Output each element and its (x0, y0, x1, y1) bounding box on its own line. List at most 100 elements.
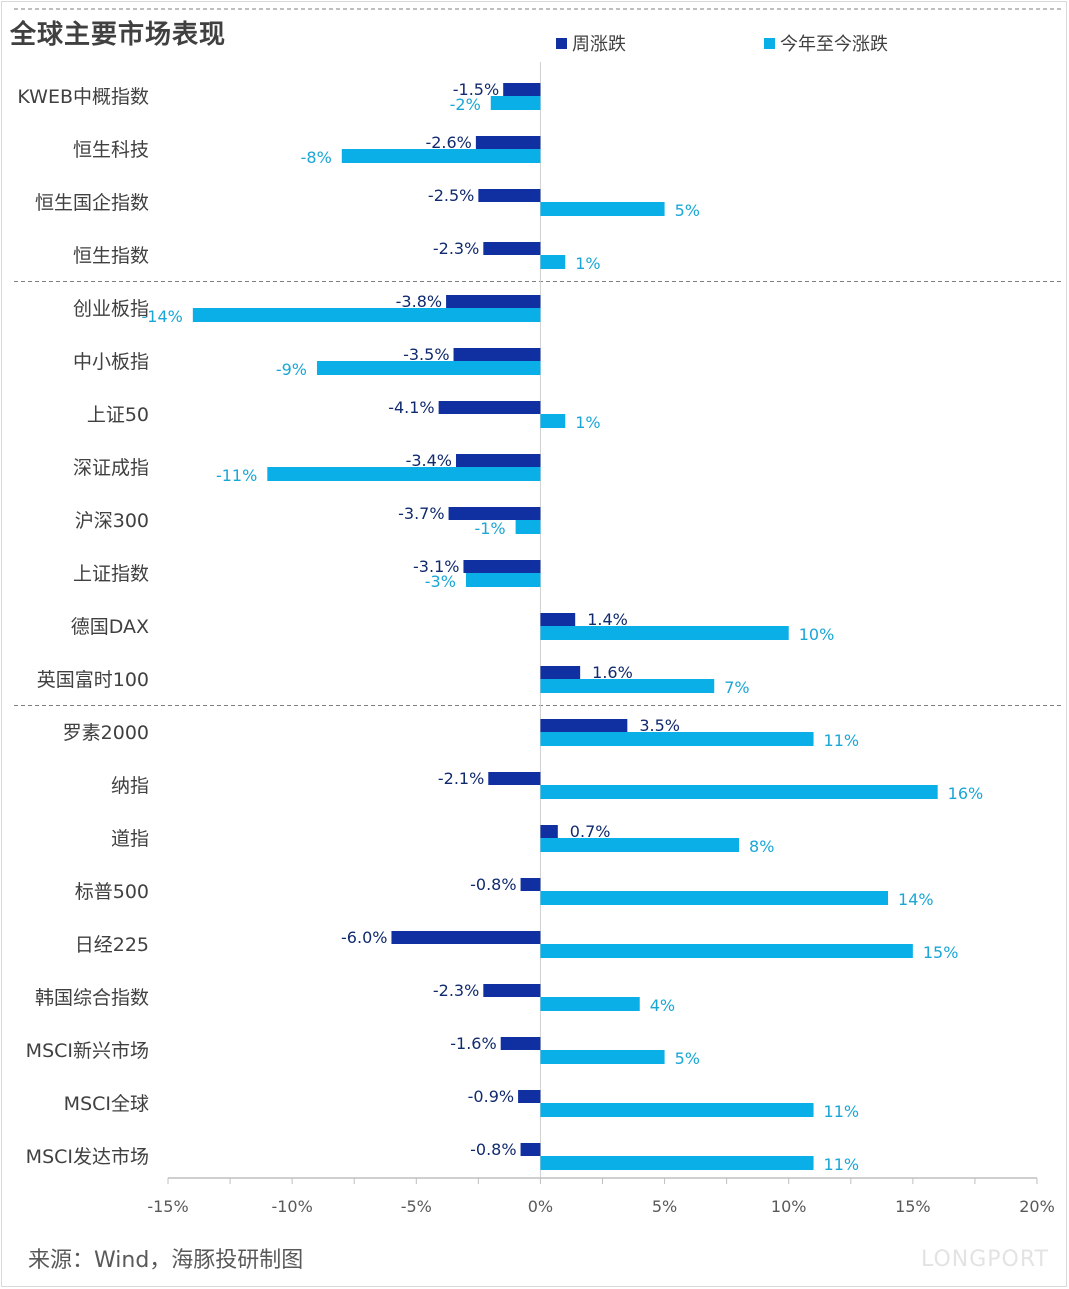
bar-ytd (540, 891, 889, 905)
bar-weekly (478, 189, 541, 202)
bar-ytd (540, 255, 566, 269)
bar-ytd (540, 838, 740, 852)
bar-weekly (453, 348, 541, 361)
legend-label-weekly: 周涨跌 (572, 34, 626, 55)
bar-weekly (503, 83, 541, 96)
legend-swatch-weekly (556, 38, 567, 49)
data-label-weekly: -2.5% (428, 186, 474, 205)
data-label-weekly: -0.9% (468, 1087, 514, 1106)
data-label-weekly: -2.6% (425, 133, 471, 152)
data-label-weekly: 1.4% (587, 610, 628, 629)
data-label-ytd: 15% (923, 943, 959, 962)
data-label-weekly: -6.0% (341, 928, 387, 947)
chart-title: 全球主要市场表现 (10, 20, 227, 50)
category-label: 韩国综合指数 (35, 987, 149, 1009)
data-label-weekly: 1.6% (592, 663, 633, 682)
category-label: 日经225 (75, 934, 149, 956)
x-tick-label: -15% (147, 1197, 188, 1216)
category-label: KWEB中概指数 (17, 86, 149, 108)
bar-weekly (540, 666, 581, 679)
data-label-ytd: 11% (824, 1102, 860, 1121)
bar-ytd (490, 96, 541, 110)
bar-weekly (488, 772, 541, 785)
data-label-ytd: 4% (650, 996, 675, 1015)
category-label: 创业板指 (73, 298, 149, 320)
bar-ytd (540, 626, 789, 640)
bar-ytd (341, 149, 541, 163)
bar-ytd (540, 202, 665, 216)
data-label-ytd: -3% (425, 572, 456, 591)
data-label-weekly: -0.8% (470, 1140, 516, 1159)
bar-weekly (500, 1037, 541, 1050)
data-label-ytd: 16% (948, 784, 984, 803)
data-label-ytd: 7% (724, 678, 749, 697)
category-label: 罗素2000 (63, 722, 149, 744)
bar-ytd (465, 573, 541, 587)
category-label: 道指 (111, 828, 149, 850)
data-label-ytd: 11% (824, 731, 860, 750)
category-label: 中小板指 (73, 351, 149, 373)
data-label-weekly: -3.8% (396, 292, 442, 311)
data-label-weekly: -2.1% (438, 769, 484, 788)
category-label: 深证成指 (73, 457, 149, 479)
data-label-weekly: -2.3% (433, 239, 479, 258)
category-label: MSCI新兴市场 (26, 1040, 149, 1062)
data-label-ytd: -14% (141, 307, 182, 326)
data-label-ytd: -1% (474, 519, 505, 538)
x-tick-label: 5% (652, 1197, 677, 1216)
bar-weekly (456, 454, 541, 467)
bar-ytd (540, 1156, 814, 1170)
category-label: 标普500 (75, 881, 149, 903)
bar-weekly (520, 1143, 541, 1156)
bar-ytd (540, 1103, 814, 1117)
bar-weekly (540, 825, 558, 838)
bar-ytd (267, 467, 541, 481)
bar-ytd (540, 944, 913, 958)
bar-ytd (540, 732, 814, 746)
bar-weekly (438, 401, 541, 414)
data-label-ytd: -2% (450, 95, 481, 114)
category-label: 沪深300 (75, 510, 149, 532)
data-label-weekly: -4.1% (388, 398, 434, 417)
x-tick-label: 0% (528, 1197, 553, 1216)
data-label-ytd: 5% (675, 1049, 700, 1068)
category-label: MSCI全球 (64, 1093, 149, 1115)
x-tick-label: 20% (1019, 1197, 1055, 1216)
x-tick-label: 10% (771, 1197, 807, 1216)
data-label-ytd: -11% (216, 466, 257, 485)
category-label: 恒生国企指数 (35, 192, 149, 214)
data-label-ytd: -9% (276, 360, 307, 379)
x-tick-label: -5% (401, 1197, 432, 1216)
bar-weekly (483, 242, 541, 255)
bar-weekly (446, 295, 541, 308)
bar-weekly (483, 984, 541, 997)
watermark-logo: LONGPORT (920, 1247, 1049, 1272)
data-label-ytd: 5% (675, 201, 700, 220)
category-label: MSCI发达市场 (26, 1146, 149, 1168)
bar-weekly (540, 719, 628, 732)
legend-item-weekly: 周涨跌 (556, 30, 626, 56)
data-label-weekly: -3.5% (403, 345, 449, 364)
data-label-ytd: -8% (301, 148, 332, 167)
category-label: 恒生指数 (73, 245, 149, 267)
category-label: 英国富时100 (37, 669, 149, 691)
bar-ytd (515, 520, 541, 534)
data-label-ytd: 1% (575, 413, 600, 432)
legend-item-ytd: 今年至今涨跌 (764, 30, 888, 56)
data-label-weekly: -2.3% (433, 981, 479, 1000)
bar-ytd (540, 1050, 665, 1064)
data-label-ytd: 1% (575, 254, 600, 273)
data-label-ytd: 11% (824, 1155, 860, 1174)
bar-weekly (518, 1090, 541, 1103)
bar-weekly (540, 613, 576, 626)
category-label: 上证指数 (73, 563, 149, 585)
bar-ytd (540, 679, 715, 693)
legend-swatch-ytd (764, 38, 775, 49)
data-label-ytd: 8% (749, 837, 774, 856)
data-label-ytd: 10% (799, 625, 835, 644)
category-label: 纳指 (111, 775, 149, 797)
bar-weekly (475, 136, 541, 149)
data-label-weekly: -3.7% (398, 504, 444, 523)
